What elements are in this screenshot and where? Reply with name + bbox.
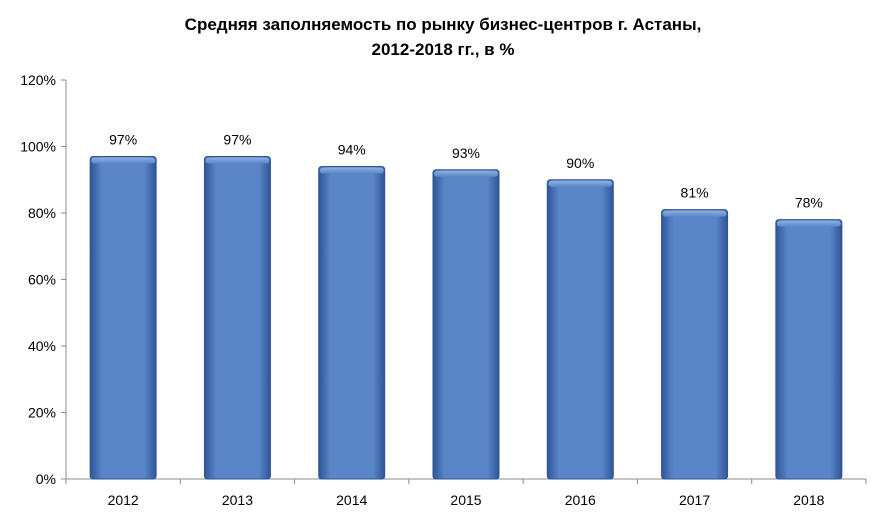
data-label: 97% [109, 131, 137, 147]
x-tick-label: 2018 [793, 492, 824, 508]
bar-cap [776, 220, 841, 227]
data-label: 90% [566, 155, 594, 171]
data-label: 93% [452, 145, 480, 161]
x-tick-label: 2017 [679, 492, 710, 508]
bar-cap [434, 170, 498, 177]
bar-2017 [661, 209, 729, 480]
labels-group: 97% 2012 97% 2013 94% 2014 93% 2015 90% 2016 81% 20… [108, 131, 825, 508]
bar-cap [91, 157, 156, 164]
axes: 0% 20% 40% 60% 80% 100% 120% [20, 72, 867, 487]
bar-body [318, 165, 386, 480]
bar-cap [205, 157, 270, 164]
bar-2013 [203, 155, 271, 480]
data-label: 81% [681, 185, 709, 201]
bar-body [775, 219, 843, 480]
chart-title: Средняя заполняемость по рынку бизнес-це… [185, 15, 702, 34]
bar-cap [662, 210, 727, 217]
bar-2015 [432, 169, 500, 480]
bar-2016 [546, 179, 614, 480]
bar-2012 [89, 155, 157, 480]
x-tick-label: 2016 [565, 492, 596, 508]
y-tick-label: 60% [28, 272, 56, 288]
bar-body [203, 155, 271, 480]
bars-group [89, 155, 843, 480]
bar-cap [548, 180, 613, 187]
bar-cap [319, 167, 384, 174]
data-label: 97% [223, 131, 251, 147]
y-tick-label: 80% [28, 205, 56, 221]
y-tick-label: 0% [36, 471, 56, 487]
chart-subtitle: 2012-2018 гг., в % [372, 40, 515, 59]
bar-body [89, 155, 157, 480]
y-tick-label: 20% [28, 405, 56, 421]
x-tick-label: 2014 [336, 492, 367, 508]
bar-2014 [318, 165, 386, 480]
data-label: 78% [795, 195, 823, 211]
bar-body [546, 179, 614, 480]
bar-body [661, 209, 729, 480]
y-tick-label: 120% [20, 72, 56, 88]
x-tick-label: 2015 [450, 492, 481, 508]
y-tick-label: 100% [20, 139, 56, 155]
x-tick-label: 2012 [108, 492, 139, 508]
bar-body [432, 169, 500, 480]
data-label: 94% [338, 141, 366, 157]
bar-2018 [775, 219, 843, 480]
y-tick-label: 40% [28, 338, 56, 354]
x-tick-label: 2013 [222, 492, 253, 508]
